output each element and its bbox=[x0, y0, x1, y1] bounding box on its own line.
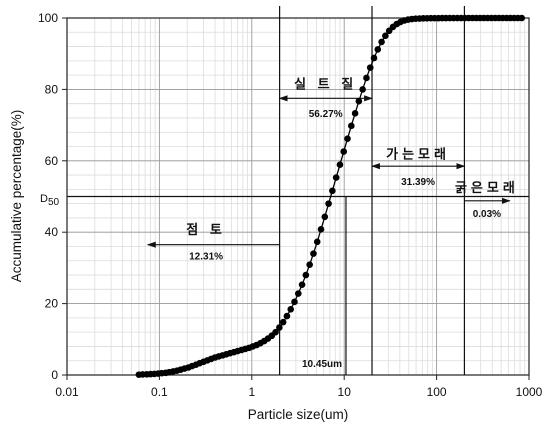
data-point bbox=[333, 174, 340, 181]
data-point bbox=[356, 98, 363, 105]
data-point bbox=[344, 135, 351, 142]
y-tick-label: 40 bbox=[45, 225, 59, 239]
d50-label-sub: 50 bbox=[48, 197, 60, 208]
data-point bbox=[280, 319, 287, 326]
region-name-label: 가는모래 bbox=[386, 146, 450, 161]
data-point bbox=[374, 46, 381, 53]
data-point bbox=[325, 200, 332, 207]
data-point bbox=[291, 299, 298, 306]
data-point bbox=[367, 64, 374, 71]
x-tick-label: 0.01 bbox=[55, 385, 79, 399]
d50-marker-label: D50 bbox=[40, 193, 60, 208]
data-point bbox=[329, 187, 336, 194]
x-tick-label: 1 bbox=[248, 385, 255, 399]
data-point bbox=[276, 324, 283, 331]
data-point bbox=[348, 123, 355, 130]
data-point bbox=[363, 75, 370, 82]
data-point bbox=[359, 86, 366, 93]
data-point bbox=[378, 39, 385, 46]
region-percent-label: 31.39% bbox=[401, 177, 435, 188]
data-point bbox=[340, 148, 347, 155]
data-point bbox=[310, 250, 317, 257]
region-percent-label: 56.27% bbox=[309, 109, 343, 120]
region-percent-label: 12.31% bbox=[189, 251, 223, 262]
data-point bbox=[352, 110, 359, 117]
d50-label-main: D bbox=[40, 193, 48, 205]
x-tick-label: 100 bbox=[427, 385, 447, 399]
region-name-label: 점 토 bbox=[186, 222, 226, 237]
x-tick-label: 10 bbox=[338, 385, 352, 399]
y-tick-label: 80 bbox=[45, 82, 59, 96]
data-point bbox=[295, 290, 302, 297]
data-point bbox=[303, 272, 310, 279]
y-tick-label: 60 bbox=[45, 154, 59, 168]
x-tick-label: 0.1 bbox=[151, 385, 168, 399]
data-point bbox=[306, 261, 313, 268]
data-point bbox=[287, 306, 294, 313]
data-point bbox=[337, 161, 344, 168]
axes: 0.01 0.1 1 10 100 1000 0 20 40 60 80 100 bbox=[38, 11, 543, 399]
data-point bbox=[318, 226, 325, 233]
region-percent-label: 0.03% bbox=[473, 209, 501, 220]
y-axis-title: Accumulative percentage(%) bbox=[9, 110, 24, 283]
region-name-label: 실 트 질 bbox=[294, 76, 357, 91]
data-point bbox=[518, 15, 525, 22]
y-tick-label: 0 bbox=[51, 368, 58, 382]
data-point bbox=[314, 239, 321, 246]
data-point bbox=[371, 55, 378, 62]
data-point bbox=[299, 281, 306, 288]
x-tick-label: 1000 bbox=[516, 385, 543, 399]
data-point bbox=[321, 214, 328, 221]
y-tick-label: 20 bbox=[45, 297, 59, 311]
y-tick-label: 100 bbox=[38, 11, 58, 25]
region-name-label: 굵은모래 bbox=[455, 180, 519, 195]
x-axis-title: Particle size(um) bbox=[248, 407, 349, 422]
data-point bbox=[284, 313, 291, 320]
size-class-regions: 점 토 12.31% 실 트 질 56.27% 가는모래 31.39% 굵은모래 0.03% bbox=[67, 6, 529, 375]
d50-value-label: 10.45um bbox=[302, 359, 342, 370]
